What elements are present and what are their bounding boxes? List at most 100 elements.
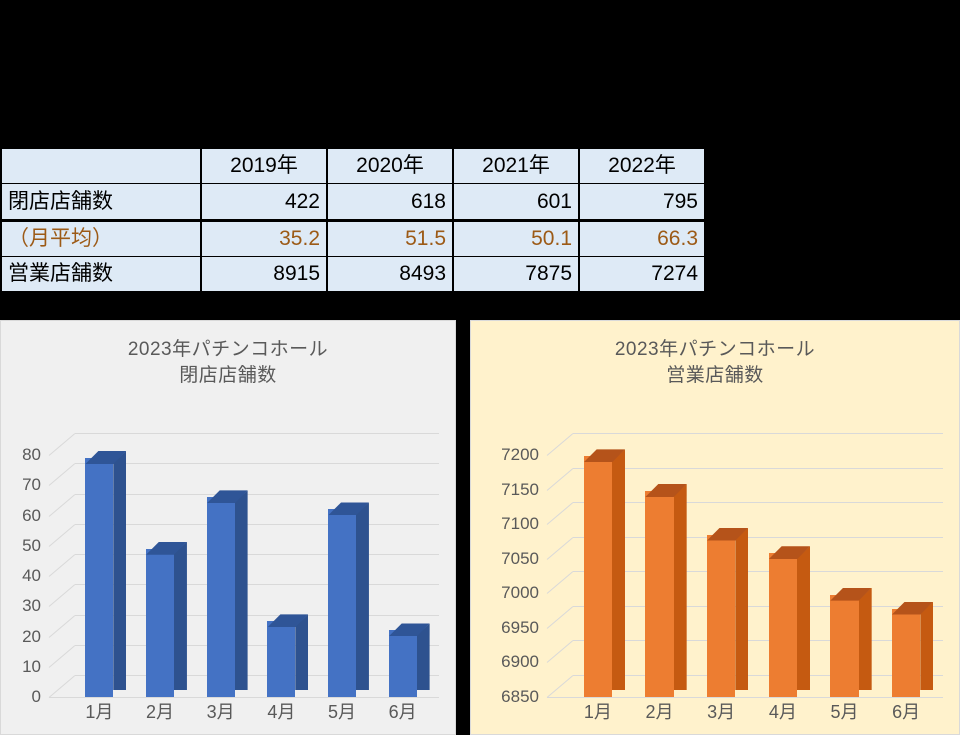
bar-top-face [267,614,308,627]
y-axis-tick-label: 6950 [501,617,539,637]
axis-depth-connector [546,675,574,698]
gridline [75,584,439,586]
axis-depth-connector [546,467,574,491]
table-header-2021: 2021年 [452,147,578,184]
bar-5月 [830,587,872,697]
table-header-2022: 2022年 [578,147,704,184]
gridline [75,675,439,676]
gridline [75,614,439,616]
chart-closed-stores: 2023年パチンコホール 閉店店舗数 0 10 20 30 40 50 60 70 80 1月 2… [0,320,456,735]
row-label-closed-stores: 閉店店舗数 [0,184,200,220]
gridline [75,463,439,465]
bar-front-face [645,490,674,697]
bar-2月 [645,483,687,697]
y-axis-tick-label: 40 [22,566,41,585]
bar-2月 [146,541,187,697]
axis-depth-connector [48,675,76,698]
axis-depth-connector [546,605,574,629]
y-axis-tick-label: 7050 [501,548,539,568]
gridline [75,433,439,434]
bar-front-face [85,458,114,697]
cell-closed-2022: 795 [578,184,704,220]
gridline [573,467,943,469]
table-row: 営業店舗数 8915 8493 7875 7274 [0,257,704,293]
bar-top-face [85,451,126,464]
bar-top-face [830,588,871,601]
row-label-monthly-average: （月平均） [0,220,200,257]
bar-side-face [673,483,687,690]
stats-table: 2019年 2020年 2021年 2022年 閉店店舗数 422 618 60… [0,147,704,293]
axis-depth-connector [546,502,574,526]
y-axis-labels-closed: 0 10 20 30 40 50 60 70 80 [1,421,41,734]
x-axis-labels-closed: 1月 2月 3月 4月 5月 6月 [1,698,455,724]
y-axis-tick-label: 7200 [501,445,539,464]
x-axis-line [547,697,943,698]
cell-avg-2020: 51.5 [326,220,452,257]
gridline [573,502,943,504]
x-axis-tick-label: 2月 [645,702,674,722]
axis-depth-connector [48,523,76,547]
y-axis-tick-label: 80 [22,445,41,464]
bar-front-face [583,456,612,697]
bar-side-face [355,502,369,690]
cell-avg-2019: 35.2 [200,220,326,257]
table-header-2019: 2019年 [200,147,326,184]
plot-canvas-closed [48,433,439,698]
bar-top-face [207,490,248,503]
axis-depth-connector [48,433,76,456]
plot-area-operating-stores: 6850 6900 6950 7000 7050 7100 7150 7200 1月 2月 3月 4… [471,421,959,734]
bar-1月 [85,451,127,697]
bar-front-face [328,509,356,697]
cell-operating-2021: 7875 [452,257,578,293]
gridline [573,571,943,573]
bar-side-face [735,527,749,690]
row-label-operating-stores: 営業店舗数 [0,257,200,293]
bar-top-face [389,623,430,636]
cell-closed-2019: 422 [200,184,326,220]
axis-depth-connector [48,584,76,608]
bar-front-face [706,534,736,697]
bar-side-face [920,601,934,690]
bar-front-face [388,630,417,697]
table-header-row: 2019年 2020年 2021年 2022年 [0,147,704,184]
x-axis-tick-label: 5月 [327,702,357,722]
x-axis-labels-operating: 1月 2月 3月 4月 5月 6月 [471,698,959,724]
gridline [573,536,943,538]
bar-top-face [328,502,369,515]
chart-title-operating-stores: 2023年パチンコホール 営業店舗数 [471,337,959,389]
cell-operating-2019: 8915 [200,257,326,293]
bar-side-face [173,541,187,690]
bar-front-face [768,553,797,697]
cell-operating-2020: 8493 [326,257,452,293]
cell-closed-2020: 618 [326,184,452,220]
bar-top-face [769,546,810,559]
axis-depth-connector [546,536,574,560]
bar-4月 [267,614,309,697]
chart-title-line2: 閉店店舗数 [179,365,277,386]
bar-side-face [113,451,127,690]
x-axis-tick-label: 4月 [267,702,296,722]
cell-operating-2022: 7274 [578,257,704,293]
x-axis-tick-label: 5月 [830,702,859,722]
cell-avg-2021: 50.1 [452,220,578,257]
y-axis-tick-label: 6850 [501,687,539,706]
axis-depth-connector [48,644,76,668]
chart-title-line2: 営業店舗数 [666,365,764,386]
table-header-blank [0,147,200,184]
table-row: 閉店店舗数 422 618 601 795 [0,184,704,220]
chart-operating-stores: 2023年パチンコホール 営業店舗数 6850 6900 6950 7000 7050 7… [470,320,960,735]
gridline [75,493,439,495]
gridline [573,605,943,607]
gridline [573,640,943,642]
axis-depth-connector [48,493,76,517]
plot-canvas-operating [546,433,943,698]
bar-front-face [206,497,235,697]
x-axis-tick-label: 2月 [145,702,175,722]
bar-side-face [858,587,872,690]
bar-3月 [206,490,248,697]
y-axis-tick-label: 10 [22,656,41,676]
bar-side-face [295,614,309,690]
axis-depth-connector [48,463,76,487]
x-axis-tick-label: 3月 [206,702,235,722]
